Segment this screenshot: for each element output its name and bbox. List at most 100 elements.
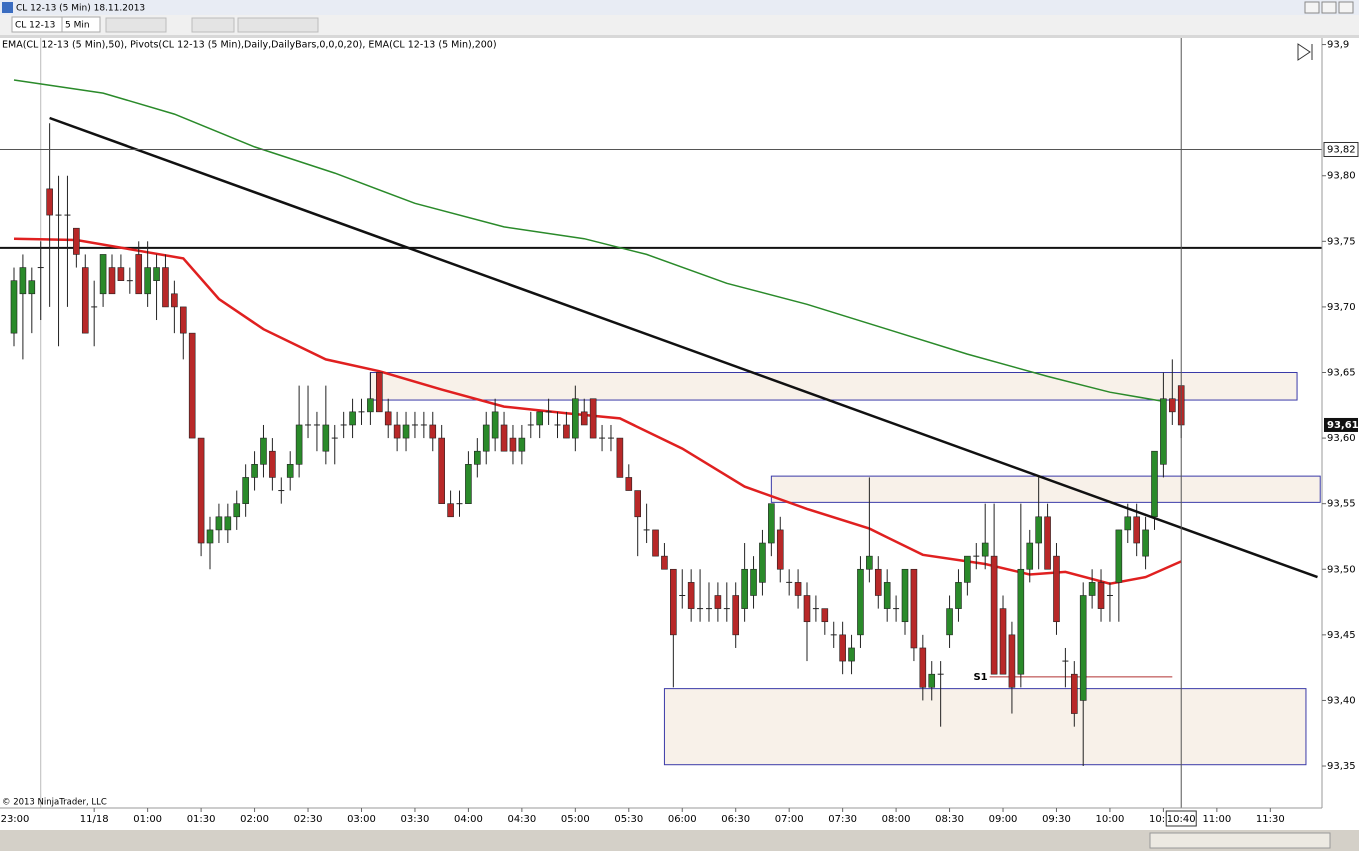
x-tick-label: 03:30 <box>401 814 430 825</box>
candle-body <box>776 529 784 570</box>
ema-line <box>13 237 1182 585</box>
x-tick-label: 07:30 <box>828 814 857 825</box>
minimize-button[interactable] <box>1304 1 1320 14</box>
crosshair-y-box <box>1323 141 1359 157</box>
trend-line <box>49 116 1318 579</box>
candle-body <box>634 490 641 518</box>
candle-body <box>839 634 846 662</box>
y-tick-label: 93,40 <box>1327 695 1356 706</box>
cursor-tools[interactable] <box>191 17 235 33</box>
candle-body <box>233 503 241 518</box>
candle-body <box>10 280 18 334</box>
candle-body <box>901 568 909 623</box>
candle-body <box>928 673 936 688</box>
candle-body <box>955 582 962 609</box>
window-title: CL 12-13 (5 Min) 18.11.2013 <box>16 4 145 14</box>
toolbar <box>0 15 1359 35</box>
candle-body <box>563 424 570 439</box>
x-tick-label: 08:00 <box>882 814 911 825</box>
period-dropdown[interactable] <box>61 16 101 33</box>
y-tick-label: 93,50 <box>1327 564 1356 575</box>
candle-body <box>349 411 356 426</box>
candle-body <box>821 608 829 623</box>
candle-body <box>848 647 855 662</box>
candle-body <box>491 411 499 439</box>
x-tick-label: 08:30 <box>935 814 964 825</box>
candle-body <box>429 424 437 439</box>
separator <box>0 35 1359 38</box>
app-icon <box>2 2 13 13</box>
y-tick-label: 93,80 <box>1327 171 1356 182</box>
x-tick-label: 11:30 <box>1256 814 1285 825</box>
candle-body <box>197 437 205 544</box>
y-tick-label: 93,75 <box>1327 236 1356 247</box>
candle-body <box>19 267 27 295</box>
candle-body <box>741 568 748 609</box>
drawing-tools[interactable] <box>105 17 167 33</box>
candle-body <box>990 555 998 675</box>
candle-body <box>732 595 740 636</box>
candle-body <box>135 254 143 295</box>
candle-body <box>518 437 526 452</box>
y-tick-label: 93,70 <box>1327 302 1356 313</box>
scroll-thumb[interactable] <box>1149 832 1331 849</box>
candle-body <box>536 411 543 426</box>
candle-body <box>171 293 178 308</box>
x-tick-label: 01:30 <box>187 814 216 825</box>
candle-body <box>866 555 873 570</box>
candle-body <box>759 542 766 583</box>
candle-body <box>215 516 223 531</box>
candle-body <box>482 424 490 452</box>
candle-body <box>768 503 775 544</box>
plot-area: S1 <box>0 38 1322 808</box>
candle-body <box>242 477 249 504</box>
candle-body <box>144 267 151 295</box>
candle-body <box>1160 398 1167 465</box>
candle-body <box>1115 529 1123 583</box>
candle-body <box>803 595 811 623</box>
x-tick-label: 07:00 <box>775 814 804 825</box>
candle-body <box>474 450 481 465</box>
scroll-end-icon[interactable] <box>1297 43 1313 61</box>
candle-body <box>188 332 196 439</box>
candle-body <box>1079 595 1087 701</box>
x-tick-label: 10:30 <box>1149 814 1178 825</box>
x-tick-label: 11/18 <box>80 814 109 825</box>
x-tick-label: 11:00 <box>1202 814 1231 825</box>
candle-body <box>322 424 330 452</box>
candle-body <box>616 437 624 478</box>
candle-body <box>794 582 802 596</box>
x-tick-label: 23:00 <box>1 814 30 825</box>
candle-body <box>117 267 125 281</box>
candle-body <box>874 568 882 596</box>
y-tick-label: 93,55 <box>1327 499 1356 510</box>
candle-body <box>670 568 677 636</box>
chart-tools[interactable] <box>237 17 319 33</box>
x-tick-label: 10:00 <box>1096 814 1125 825</box>
close-button[interactable] <box>1338 1 1354 14</box>
candle-body <box>260 437 267 465</box>
candle-body <box>269 450 276 478</box>
candle-body <box>714 595 722 609</box>
last-price-box <box>1324 417 1358 432</box>
candle-body <box>981 542 989 557</box>
candle-body <box>1053 555 1060 623</box>
candle-body <box>1017 568 1025 675</box>
candle-body <box>1142 529 1149 557</box>
candle-body <box>661 555 668 570</box>
candle-body <box>99 254 107 295</box>
indicator-label: EMA(CL 12-13 (5 Min),50), Pivots(CL 12-1… <box>2 40 497 51</box>
y-tick-label: 93,45 <box>1327 630 1356 641</box>
scrollbar[interactable] <box>0 830 1359 851</box>
candle-body <box>465 464 472 504</box>
candle-body <box>857 568 864 636</box>
x-tick-label: 05:30 <box>614 814 643 825</box>
maximize-button[interactable] <box>1321 1 1337 14</box>
candle-body <box>1124 516 1132 531</box>
candle-body <box>376 372 383 413</box>
candle-body <box>500 424 508 452</box>
candle-body <box>1169 398 1176 413</box>
candle-body <box>393 424 401 439</box>
zone <box>369 371 1298 401</box>
candle-body <box>162 267 169 308</box>
